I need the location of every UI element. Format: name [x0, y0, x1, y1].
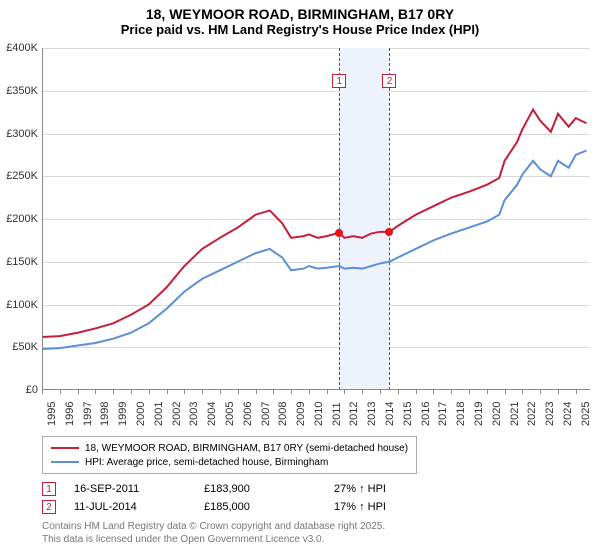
x-tick	[220, 390, 221, 394]
x-tick	[273, 390, 274, 394]
x-tick-label: 2012	[348, 402, 360, 426]
title-line1: 18, WEYMOOR ROAD, BIRMINGHAM, B17 0RY	[0, 6, 600, 22]
y-tick-label: £200K	[0, 213, 38, 225]
x-tick-label: 2021	[509, 402, 521, 426]
x-tick-label: 2024	[562, 402, 574, 426]
legend-row-property: 18, WEYMOOR ROAD, BIRMINGHAM, B17 0RY (s…	[51, 441, 408, 455]
sales-row-2-delta: 17% ↑ HPI	[334, 501, 464, 513]
x-tick-label: 2025	[580, 402, 592, 426]
y-tick-label: £250K	[0, 170, 38, 182]
x-tick-label: 2006	[242, 402, 254, 426]
x-tick	[42, 390, 43, 394]
x-tick-label: 2000	[135, 402, 147, 426]
x-tick	[131, 390, 132, 394]
sales-row-2-price: £185,000	[204, 501, 334, 513]
x-tick-label: 2001	[153, 402, 165, 426]
x-tick	[78, 390, 79, 394]
x-tick	[505, 390, 506, 394]
x-tick-label: 2005	[224, 402, 236, 426]
sales-row-2-date: 11-JUL-2014	[74, 501, 204, 513]
sales-row-2: 2 11-JUL-2014 £185,000 17% ↑ HPI	[42, 498, 590, 516]
x-tick-label: 2002	[171, 402, 183, 426]
legend-swatch-property	[51, 447, 79, 449]
footer-line1: Contains HM Land Registry data © Crown c…	[42, 520, 590, 533]
x-tick-label: 2017	[437, 402, 449, 426]
x-tick	[433, 390, 434, 394]
title-line2: Price paid vs. HM Land Registry's House …	[0, 22, 600, 37]
x-tick-label: 2023	[544, 402, 556, 426]
x-tick	[362, 390, 363, 394]
chart-title: 18, WEYMOOR ROAD, BIRMINGHAM, B17 0RY Pr…	[0, 0, 600, 37]
x-tick-label: 2004	[206, 402, 218, 426]
y-tick-label: £150K	[0, 256, 38, 268]
sales-row-1-marker: 1	[42, 482, 56, 496]
y-tick-label: £350K	[0, 85, 38, 97]
x-tick	[558, 390, 559, 394]
x-tick	[149, 390, 150, 394]
x-tick	[327, 390, 328, 394]
legend-label-hpi: HPI: Average price, semi-detached house,…	[85, 457, 328, 468]
x-tick	[540, 390, 541, 394]
sales-row-2-marker: 2	[42, 500, 56, 514]
x-tick	[344, 390, 345, 394]
sales-row-1: 1 16-SEP-2011 £183,900 27% ↑ HPI	[42, 480, 590, 498]
x-tick	[95, 390, 96, 394]
x-tick	[113, 390, 114, 394]
x-tick	[60, 390, 61, 394]
x-tick-label: 2003	[188, 402, 200, 426]
x-tick-label: 2014	[384, 402, 396, 426]
x-tick	[184, 390, 185, 394]
x-tick-label: 2013	[366, 402, 378, 426]
x-tick	[167, 390, 168, 394]
y-tick-label: £100K	[0, 299, 38, 311]
x-tick-label: 2020	[491, 402, 503, 426]
sales-row-1-delta: 27% ↑ HPI	[334, 483, 464, 495]
x-tick-label: 2019	[473, 402, 485, 426]
x-tick-label: 1995	[46, 402, 58, 426]
x-tick-label: 1996	[64, 402, 76, 426]
x-tick	[398, 390, 399, 394]
x-tick-label: 1997	[82, 402, 94, 426]
legend-swatch-hpi	[51, 461, 79, 463]
x-tick	[487, 390, 488, 394]
x-tick-label: 2015	[402, 402, 414, 426]
x-tick-label: 2008	[277, 402, 289, 426]
x-tick	[416, 390, 417, 394]
chart-plot-area	[42, 48, 590, 390]
y-tick-label: £400K	[0, 42, 38, 54]
x-tick-label: 2007	[260, 402, 272, 426]
x-tick	[256, 390, 257, 394]
x-tick-label: 2018	[455, 402, 467, 426]
legend-row-hpi: HPI: Average price, semi-detached house,…	[51, 455, 408, 469]
x-tick	[451, 390, 452, 394]
sales-table: 1 16-SEP-2011 £183,900 27% ↑ HPI 2 11-JU…	[42, 480, 590, 516]
legend-label-property: 18, WEYMOOR ROAD, BIRMINGHAM, B17 0RY (s…	[85, 443, 408, 454]
sales-row-1-date: 16-SEP-2011	[74, 483, 204, 495]
y-tick-label: £50K	[0, 341, 38, 353]
x-tick-label: 2009	[295, 402, 307, 426]
x-tick	[380, 390, 381, 394]
x-tick-label: 2010	[313, 402, 325, 426]
x-tick-label: 2022	[526, 402, 538, 426]
footer-line2: This data is licensed under the Open Gov…	[42, 533, 590, 546]
x-tick	[202, 390, 203, 394]
attribution-footer: Contains HM Land Registry data © Crown c…	[42, 520, 590, 546]
x-tick	[291, 390, 292, 394]
x-tick-label: 1998	[99, 402, 111, 426]
legend: 18, WEYMOOR ROAD, BIRMINGHAM, B17 0RY (s…	[42, 436, 417, 474]
x-tick	[309, 390, 310, 394]
y-tick-label: £0	[0, 384, 38, 396]
x-tick-label: 1999	[117, 402, 129, 426]
x-tick	[238, 390, 239, 394]
x-tick-label: 2016	[420, 402, 432, 426]
y-tick-label: £300K	[0, 128, 38, 140]
x-tick	[469, 390, 470, 394]
x-tick	[522, 390, 523, 394]
x-tick	[576, 390, 577, 394]
sales-row-1-price: £183,900	[204, 483, 334, 495]
x-tick-label: 2011	[331, 402, 343, 426]
